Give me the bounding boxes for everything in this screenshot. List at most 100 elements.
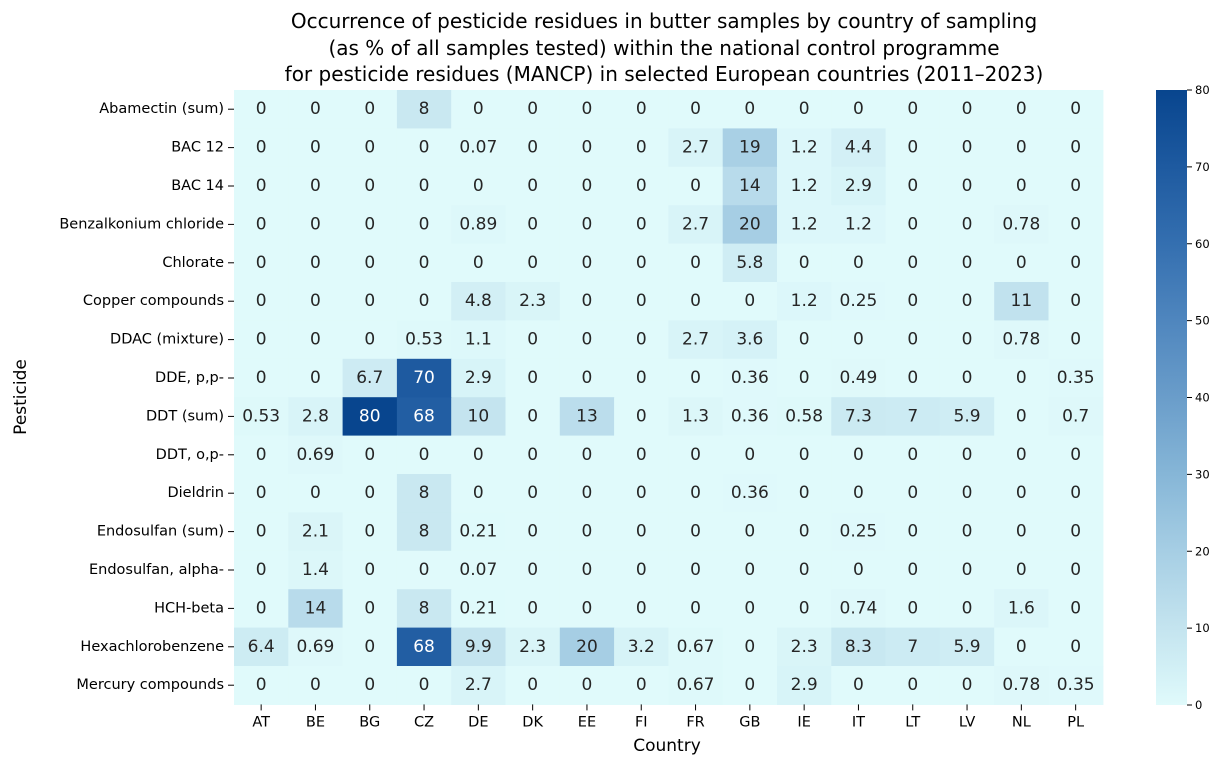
heatmap-cell <box>396 666 452 705</box>
cell-value-label: 0 <box>962 138 973 158</box>
y-tick-label: Mercury compounds <box>76 677 224 693</box>
heatmap-cell <box>885 435 941 475</box>
heatmap-cell <box>396 627 452 667</box>
cell-value-label: 0.78 <box>1002 330 1040 350</box>
cell-value-label: 68 <box>413 406 435 426</box>
cell-value-label: 0 <box>364 560 375 580</box>
cell-value-label: 0 <box>582 330 593 350</box>
colorbar-tick-label: 40 <box>1195 391 1210 405</box>
cell-value-label: 0 <box>582 176 593 196</box>
heatmap-cell <box>342 435 398 475</box>
heatmap-cell <box>614 666 669 705</box>
cell-value-label: 0 <box>907 99 918 119</box>
cell-value-label: 0 <box>744 291 755 311</box>
heatmap-cell <box>939 358 995 398</box>
heatmap-cell <box>831 358 887 398</box>
heatmap-cell <box>939 397 995 437</box>
cell-value-label: 0 <box>907 522 918 542</box>
heatmap-cell <box>994 282 1050 321</box>
cell-value-label: 80 <box>359 406 381 426</box>
heatmap-cell <box>342 550 398 590</box>
cell-value-label: 0 <box>962 368 973 388</box>
cell-value-label: 0 <box>364 522 375 542</box>
heatmap-cell <box>885 128 941 168</box>
cell-value-label: 0 <box>473 483 484 503</box>
cell-value-label: 0 <box>256 253 267 273</box>
cell-value-label: 0 <box>853 99 864 119</box>
x-tick-label: PL <box>1067 714 1084 730</box>
heatmap-cell <box>288 435 344 475</box>
cell-value-label: 0.36 <box>731 483 769 503</box>
heatmap-cell <box>994 90 1050 129</box>
cell-value-label: 0 <box>364 253 375 273</box>
cell-value-label: 11 <box>1011 291 1033 311</box>
heatmap-cell <box>234 90 289 129</box>
cell-value-label: 0 <box>690 368 701 388</box>
cell-value-label: 0 <box>364 598 375 618</box>
heatmap-cell <box>994 320 1050 360</box>
x-tick-label: DE <box>468 714 488 730</box>
heatmap-cell <box>1048 243 1104 283</box>
cell-value-label: 5.8 <box>736 253 763 273</box>
heatmap-cell <box>342 320 398 360</box>
heatmap-cell <box>559 435 615 475</box>
cell-value-label: 0 <box>799 483 810 503</box>
heatmap-cell <box>777 397 832 437</box>
heatmap-cell <box>831 128 887 168</box>
cell-value-label: 68 <box>413 637 435 657</box>
heatmap-cell <box>722 320 778 360</box>
cell-value-label: 7.3 <box>845 406 872 426</box>
cell-value-label: 0 <box>1070 560 1081 580</box>
cell-value-label: 0 <box>962 522 973 542</box>
heatmap-cell <box>1048 512 1104 552</box>
heatmap-cell <box>559 243 615 283</box>
heatmap-cell <box>451 666 507 705</box>
cell-value-label: 0 <box>419 176 430 196</box>
cell-value-label: 8.3 <box>845 637 872 657</box>
heatmap-cell <box>505 282 561 321</box>
cell-value-label: 0 <box>1070 253 1081 273</box>
heatmap-cell <box>777 474 832 513</box>
heatmap-cell <box>777 435 832 475</box>
cell-value-label: 0 <box>1016 99 1027 119</box>
colorbar: 0 10 20 30 40 50 60 70 80 <box>1156 83 1210 712</box>
y-tick-label: Endosulfan, alpha- <box>89 562 224 578</box>
cell-value-label: 0.69 <box>297 637 335 657</box>
heatmap-cell <box>1048 435 1104 475</box>
heatmap-cell <box>396 243 452 283</box>
heatmap-cell <box>396 282 452 321</box>
heatmap-cell <box>614 320 669 360</box>
cell-value-label: 0 <box>636 445 647 465</box>
cell-value-label: 0 <box>527 138 538 158</box>
cell-value-label: 0 <box>1070 637 1081 657</box>
cell-value-label: 0 <box>364 176 375 196</box>
cell-value-label: 0 <box>256 560 267 580</box>
cell-value-label: 0 <box>582 675 593 695</box>
heatmap-cell <box>451 627 507 667</box>
heatmap-cell <box>505 320 561 360</box>
heatmap-cell <box>777 166 832 206</box>
cell-value-label: 0.53 <box>405 330 443 350</box>
cell-value-label: 2.7 <box>682 330 709 350</box>
cell-value-label: 0.49 <box>840 368 878 388</box>
cell-value-label: 3.6 <box>736 330 763 350</box>
y-tick-label: Hexachlorobenzene <box>80 639 224 655</box>
y-tick-label: DDAC (mixture) <box>110 332 224 348</box>
colorbar-tick-label: 20 <box>1195 544 1210 558</box>
cell-value-label: 0 <box>527 522 538 542</box>
heatmap-cell <box>559 550 615 590</box>
cell-value-label: 0 <box>310 330 321 350</box>
cell-value-label: 0 <box>256 483 267 503</box>
cell-value-label: 19 <box>739 138 761 158</box>
cell-value-label: 0 <box>1016 406 1027 426</box>
heatmap-cell <box>668 666 724 705</box>
heatmap-cell <box>668 627 724 667</box>
cell-value-label: 0 <box>527 598 538 618</box>
heatmap-cell <box>342 358 398 398</box>
x-tick-label: AT <box>252 714 270 730</box>
heatmap-cell <box>559 512 615 552</box>
heatmap-cell <box>505 358 561 398</box>
cell-value-label: 0 <box>799 253 810 273</box>
heatmap-cells: 0 0 0 8 0 0 0 0 0 0 0 0 0 0 0 00 0 0 0 0.07 0 0 0 2.7 19 1.2 4.4 0 0… <box>234 90 1104 705</box>
cell-value-label: 0 <box>527 176 538 196</box>
